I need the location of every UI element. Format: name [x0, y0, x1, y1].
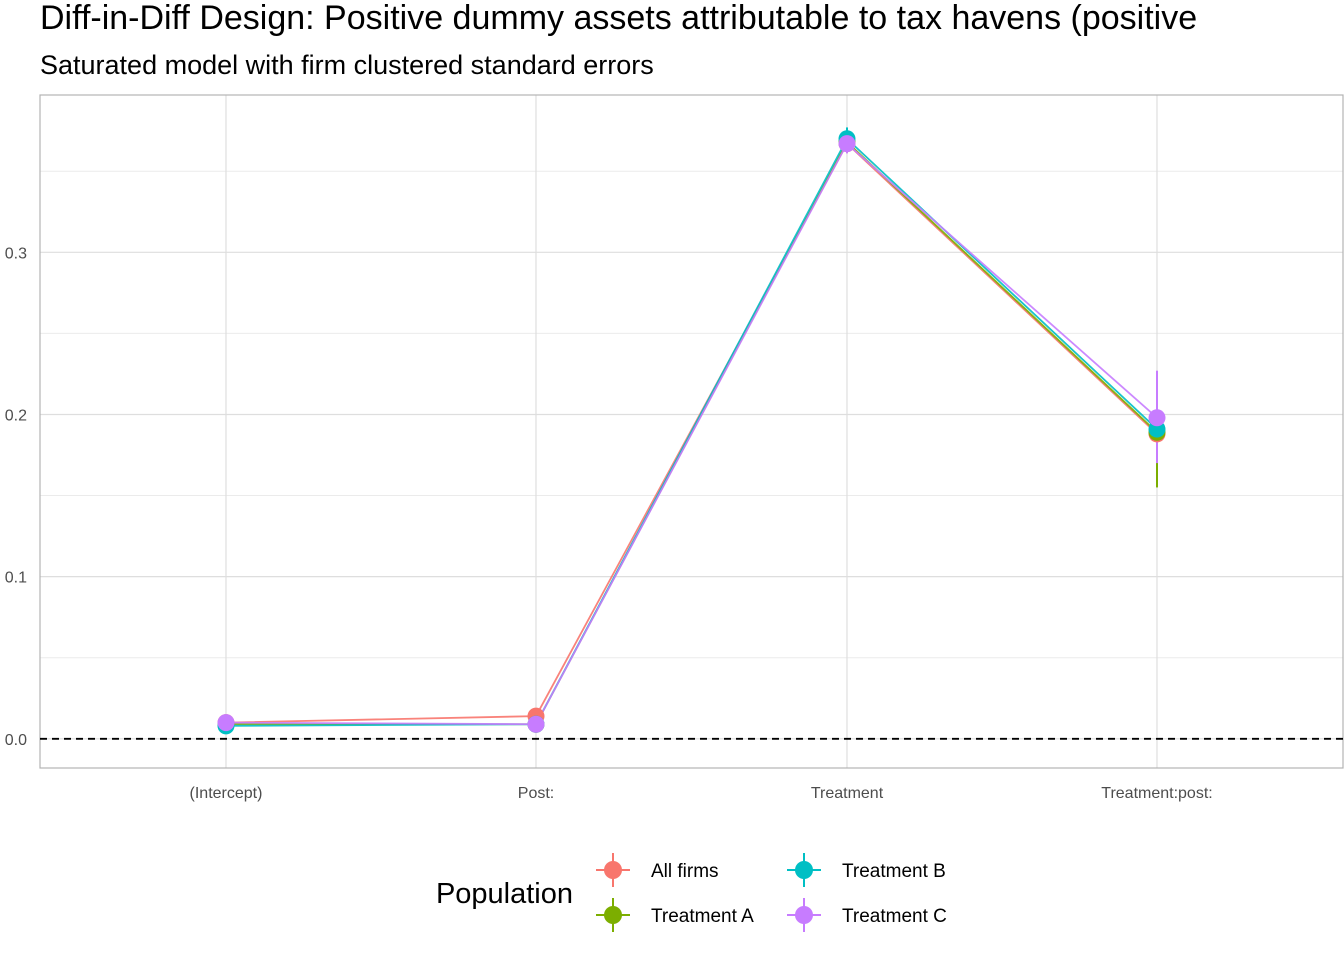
legend-label: All firms: [651, 861, 719, 882]
x-tick-label: Post:: [518, 785, 554, 802]
chart-subtitle: Saturated model with firm clustered stan…: [40, 50, 654, 80]
series-line: [225, 142, 1158, 726]
legend: Population All firms Treatment A Treatment…: [436, 853, 947, 932]
x-tick-label: (Intercept): [190, 785, 263, 802]
legend-key-point: [795, 906, 813, 924]
legend-label: Treatment B: [842, 861, 946, 882]
y-tick-label: 0.3: [5, 245, 27, 262]
panel-border: [39, 94, 1344, 769]
data-point: [217, 714, 235, 732]
x-tick-label: Treatment:post:: [1101, 785, 1212, 802]
series-line: [225, 137, 1158, 727]
legend-label: Treatment C: [842, 906, 947, 927]
legend-title: Population: [436, 878, 573, 910]
data-point: [1148, 409, 1166, 427]
y-tick-label: 0.0: [5, 732, 27, 749]
plot-panel: 0.0 0.1 0.2 0.3 (Intercept) Post: Treatment Tre…: [5, 94, 1344, 802]
y-tick-label: 0.1: [5, 570, 27, 587]
data-point: [838, 135, 856, 153]
legend-key-point: [795, 861, 813, 879]
y-tick-label: 0.2: [5, 407, 27, 424]
data-point: [527, 715, 545, 733]
legend-key-point: [604, 906, 622, 924]
legend-key-point: [604, 861, 622, 879]
chart-title: Diff-in-Diff Design: Positive dummy asse…: [40, 0, 1197, 37]
x-tick-label: Treatment: [811, 785, 884, 802]
legend-label: Treatment A: [651, 906, 754, 927]
